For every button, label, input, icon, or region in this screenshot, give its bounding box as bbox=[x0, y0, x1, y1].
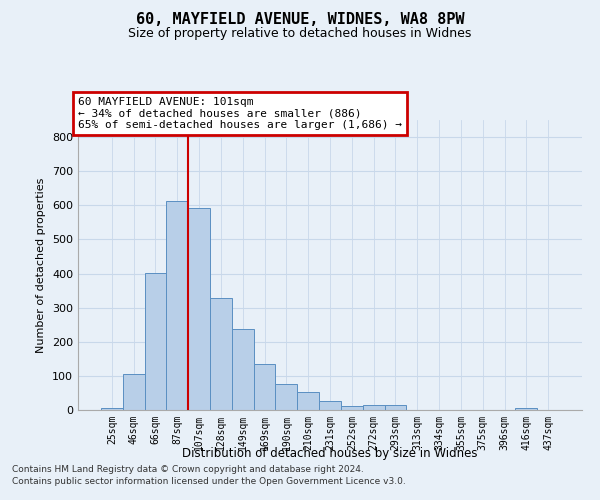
Text: Size of property relative to detached houses in Widnes: Size of property relative to detached ho… bbox=[128, 28, 472, 40]
Bar bbox=[341, 406, 363, 410]
Bar bbox=[297, 392, 319, 410]
Bar bbox=[123, 374, 145, 410]
Text: Contains public sector information licensed under the Open Government Licence v3: Contains public sector information licen… bbox=[12, 476, 406, 486]
Y-axis label: Number of detached properties: Number of detached properties bbox=[37, 178, 46, 352]
Bar bbox=[385, 405, 406, 410]
Text: 60 MAYFIELD AVENUE: 101sqm
← 34% of detached houses are smaller (886)
65% of sem: 60 MAYFIELD AVENUE: 101sqm ← 34% of deta… bbox=[78, 97, 402, 130]
Text: Distribution of detached houses by size in Widnes: Distribution of detached houses by size … bbox=[182, 448, 478, 460]
Bar bbox=[188, 208, 210, 410]
Bar bbox=[515, 408, 537, 410]
Text: 60, MAYFIELD AVENUE, WIDNES, WA8 8PW: 60, MAYFIELD AVENUE, WIDNES, WA8 8PW bbox=[136, 12, 464, 28]
Bar bbox=[101, 408, 123, 410]
Bar bbox=[254, 364, 275, 410]
Bar bbox=[319, 402, 341, 410]
Text: Contains HM Land Registry data © Crown copyright and database right 2024.: Contains HM Land Registry data © Crown c… bbox=[12, 466, 364, 474]
Bar bbox=[232, 330, 254, 410]
Bar bbox=[210, 298, 232, 410]
Bar bbox=[145, 273, 166, 410]
Bar bbox=[363, 404, 385, 410]
Bar bbox=[275, 384, 297, 410]
Bar bbox=[166, 200, 188, 410]
